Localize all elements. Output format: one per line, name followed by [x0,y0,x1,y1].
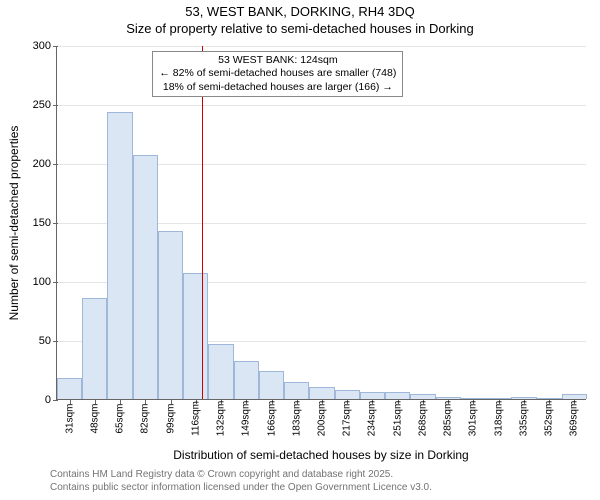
x-tick-label: 251sqm [392,401,403,437]
annotation-line3: 18% of semi-detached houses are larger (… [159,81,396,94]
histogram-bar [158,231,183,399]
x-tick-label: 369sqm [569,401,580,437]
x-tick-label: 132sqm [216,401,227,437]
x-tick-label: 318sqm [493,401,504,437]
y-tick-label: 300 [33,40,57,52]
annotation-line1: 53 WEST BANK: 124sqm [159,54,396,67]
histogram-bar [385,392,410,399]
x-tick-label: 31sqm [64,403,75,433]
x-tick-label: 217sqm [342,401,353,437]
footer-line1: Contains HM Land Registry data © Crown c… [50,468,432,481]
histogram-bar [183,273,208,399]
x-tick-label: 48sqm [89,403,100,433]
histogram-bar [234,361,259,399]
histogram-bar [360,392,385,399]
x-tick-label: 335sqm [518,401,529,437]
histogram-bar [107,112,132,399]
x-tick-label: 352sqm [544,401,555,437]
reference-marker-line [202,46,203,399]
histogram-bar [335,390,360,399]
gridline [57,105,586,106]
x-tick-label: 301sqm [468,401,479,437]
y-tick-label: 50 [39,335,57,347]
x-tick-label: 183sqm [291,401,302,437]
y-tick-label: 150 [33,217,57,229]
chart-title-line2: Size of property relative to semi-detach… [0,21,600,36]
title-block: 53, WEST BANK, DORKING, RH4 3DQ Size of … [0,0,600,36]
histogram-bar [133,155,158,399]
y-axis-title: Number of semi-detached properties [7,126,21,321]
x-tick-label: 166sqm [266,401,277,437]
x-tick-label: 82sqm [140,403,151,433]
y-tick-label: 250 [33,99,57,111]
histogram-bar [57,378,82,399]
x-tick-label: 116sqm [190,401,201,436]
footer-line2: Contains public sector information licen… [50,481,432,494]
gridline [57,46,586,47]
x-tick-label: 200sqm [317,401,328,437]
x-tick-label: 99sqm [165,403,176,433]
y-tick-label: 100 [33,276,57,288]
chart-container: 53, WEST BANK, DORKING, RH4 3DQ Size of … [0,0,600,500]
histogram-bar [284,382,309,399]
histogram-bar [309,387,334,399]
chart-title-line1: 53, WEST BANK, DORKING, RH4 3DQ [0,4,600,19]
footer-attribution: Contains HM Land Registry data © Crown c… [50,468,432,494]
x-tick-label: 268sqm [417,401,428,437]
histogram-bar [259,371,284,399]
x-tick-label: 234sqm [367,401,378,437]
y-tick-label: 200 [33,158,57,170]
plot-area: 05010015020025030031sqm48sqm65sqm82sqm99… [56,46,586,400]
x-tick-label: 65sqm [115,403,126,433]
x-tick-label: 149sqm [241,401,252,437]
annotation-box: 53 WEST BANK: 124sqm ← 82% of semi-detac… [152,51,403,96]
y-tick-label: 0 [45,394,57,406]
histogram-bar [208,344,233,399]
x-axis-title: Distribution of semi-detached houses by … [173,448,468,462]
x-tick-label: 285sqm [443,401,454,437]
annotation-line2: ← 82% of semi-detached houses are smalle… [159,67,396,80]
histogram-bar [82,298,107,399]
